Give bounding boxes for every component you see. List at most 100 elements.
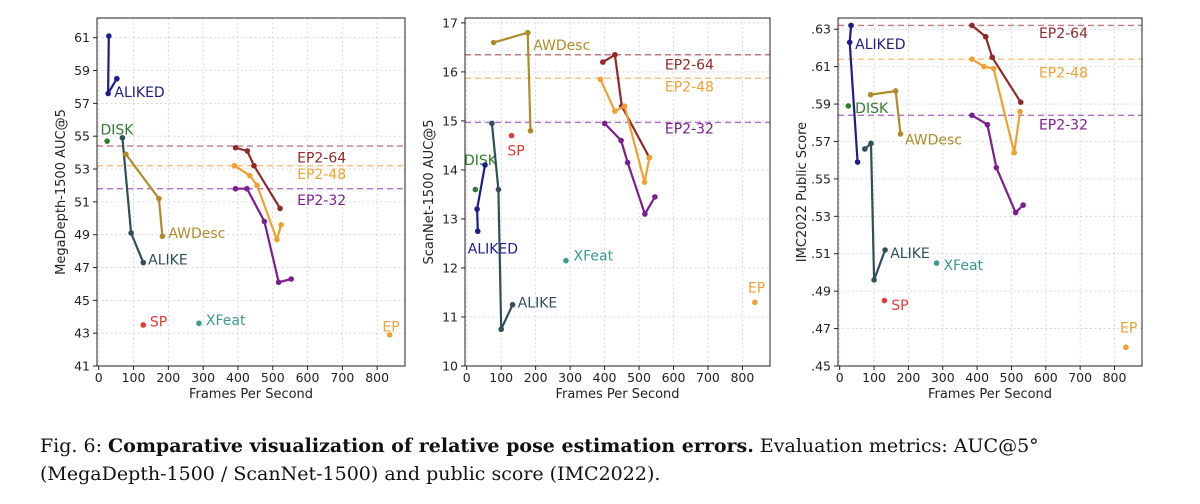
y-tick-label: 47 (74, 260, 90, 275)
x-tick-label: 0 (836, 370, 844, 385)
y-axis-label: MegaDepth-1500 AUC@5 (54, 109, 69, 275)
x-axis-label: Frames Per Second (928, 387, 1052, 402)
data-point-aliked (482, 162, 488, 168)
data-point-awdesc (867, 91, 874, 98)
y-tick-label: .51 (811, 246, 831, 261)
series-line-ep2-48 (971, 58, 1022, 154)
series-label-ep2-48: EP2-48 (297, 167, 346, 183)
data-point-awdesc (527, 127, 534, 134)
data-point-ep (386, 332, 393, 338)
x-tick-label: 800 (365, 370, 389, 385)
axes-frame (837, 17, 1143, 367)
series-label-ep2-32: EP2-32 (665, 121, 714, 137)
data-point-ep2-32 (261, 218, 268, 225)
data-point-awdesc (159, 233, 166, 240)
y-tick-label: 11 (442, 309, 458, 324)
x-tick-label: 300 (931, 370, 955, 385)
data-point-ep2-64 (600, 59, 606, 65)
data-point-ep2-48 (641, 179, 648, 185)
axes-frame (96, 17, 406, 367)
y-tick-label: 12 (442, 260, 458, 275)
data-point-ep2-48 (274, 236, 280, 243)
x-tick-label: 100 (122, 370, 146, 385)
x-tick-label: 500 (1000, 370, 1024, 385)
series-label-alike: ALIKE (890, 246, 930, 262)
data-point-ep2-32 (642, 211, 648, 217)
y-tick-label: 45 (74, 293, 90, 308)
series-label-sp: SP (507, 143, 524, 159)
data-point-sp (508, 132, 515, 139)
data-point-xfeat (933, 260, 940, 266)
x-tick-label: 600 (1034, 370, 1058, 385)
series-line-aliked (476, 164, 487, 232)
series-line-ep2-48 (599, 78, 651, 184)
x-tick-label: 800 (730, 370, 754, 385)
data-point-alike (128, 230, 134, 236)
data-point-ep2-48 (621, 103, 628, 110)
y-tick-label: 14 (442, 162, 458, 177)
data-point-ep2-48 (246, 172, 253, 179)
y-tick-label: 49 (74, 227, 90, 242)
y-tick-label: 13 (442, 211, 458, 226)
y-tick-label: 17 (442, 15, 458, 30)
series-label-ep2-64: EP2-64 (665, 58, 714, 74)
data-point-ep2-48 (1017, 108, 1023, 115)
x-tick-label: 100 (489, 370, 513, 385)
series-line-ep2-64 (235, 146, 282, 209)
data-point-ep2-64 (989, 54, 996, 61)
data-point-alike (489, 120, 495, 127)
y-axis-label: IMC2022 Public Score (795, 122, 810, 262)
y-tick-label: 61 (74, 30, 90, 45)
y-tick-label: 53 (74, 162, 90, 177)
data-point-ep2-48 (597, 76, 604, 83)
x-tick-label: 700 (330, 370, 354, 385)
y-tick-label: 41 (74, 359, 90, 374)
x-tick-label: 700 (696, 370, 720, 385)
data-point-alike (495, 186, 502, 193)
series-line-ep2-48 (233, 164, 283, 241)
data-point-ep2-48 (646, 154, 653, 161)
y-tick-label: 59 (74, 63, 90, 78)
series-label-aliked: ALIKED (114, 85, 164, 101)
series-label-ep2-48: EP2-48 (665, 80, 714, 96)
series-label-ep2-64: EP2-64 (1039, 26, 1088, 42)
data-point-ep (752, 299, 758, 306)
x-tick-label: 400 (226, 370, 250, 385)
data-point-awdesc (490, 39, 497, 46)
x-tick-label: 400 (965, 370, 989, 385)
x-axis-label: Frames Per Second (189, 387, 313, 402)
data-point-ep2-32 (288, 276, 294, 282)
data-point-ep2-32 (232, 185, 239, 192)
series-label-ep2-48: EP2-48 (1039, 65, 1088, 81)
x-tick-label: 200 (524, 370, 548, 385)
y-tick-label: .45 (811, 359, 831, 374)
data-point-alike (861, 146, 868, 152)
data-point-alike (509, 301, 516, 308)
series-label-ep2-64: EP2-64 (297, 151, 346, 167)
series-label-sp: SP (891, 298, 908, 314)
caption-prefix: Fig. 6: (40, 435, 109, 457)
data-point-ep2-32 (601, 120, 608, 127)
data-point-ep2-48 (981, 63, 987, 70)
series-label-sp: SP (150, 315, 167, 331)
series-line-ep2-32 (971, 114, 1024, 214)
x-tick-label: 600 (296, 370, 320, 385)
data-point-aliked (846, 39, 853, 46)
y-tick-label: 43 (74, 326, 90, 341)
data-point-alike (119, 135, 126, 141)
data-point-ep2-32 (618, 137, 624, 144)
axes-frame (464, 17, 771, 367)
x-tick-label: 300 (558, 370, 582, 385)
data-point-aliked (474, 228, 481, 235)
data-point-ep2-32 (1012, 209, 1019, 216)
y-tick-label: 51 (74, 194, 90, 209)
series-line-ep2-64 (602, 53, 651, 159)
data-point-disk (845, 103, 852, 109)
data-point-aliked (106, 33, 112, 39)
y-tick-label: 16 (442, 64, 458, 79)
series-label-ep: EP (748, 281, 765, 297)
series-line-alike (490, 123, 514, 331)
data-point-alike (882, 247, 888, 253)
subplot-scannet: 0 100 200 300 400 500 600 700 800 10 11 12 13 14 15 16 1… (422, 15, 771, 402)
